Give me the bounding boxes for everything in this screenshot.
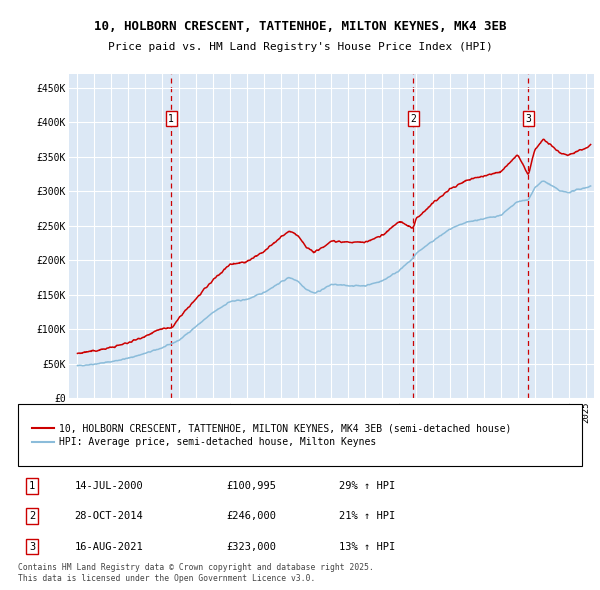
Text: 29% ↑ HPI: 29% ↑ HPI [340, 481, 396, 491]
Legend: 10, HOLBORN CRESCENT, TATTENHOE, MILTON KEYNES, MK4 3EB (semi-detached house), H: 10, HOLBORN CRESCENT, TATTENHOE, MILTON … [29, 419, 515, 451]
Text: £246,000: £246,000 [227, 512, 277, 522]
Text: 1: 1 [169, 114, 174, 124]
Text: £100,995: £100,995 [227, 481, 277, 491]
Text: Price paid vs. HM Land Registry's House Price Index (HPI): Price paid vs. HM Land Registry's House … [107, 42, 493, 52]
Text: 28-OCT-2014: 28-OCT-2014 [74, 512, 143, 522]
Text: 16-AUG-2021: 16-AUG-2021 [74, 542, 143, 552]
Text: Contains HM Land Registry data © Crown copyright and database right 2025.
This d: Contains HM Land Registry data © Crown c… [18, 563, 374, 583]
Text: £323,000: £323,000 [227, 542, 277, 552]
FancyBboxPatch shape [18, 404, 582, 466]
Text: 2: 2 [29, 512, 35, 522]
Text: 13% ↑ HPI: 13% ↑ HPI [340, 542, 396, 552]
Text: 1: 1 [29, 481, 35, 491]
Text: 3: 3 [29, 542, 35, 552]
Text: 21% ↑ HPI: 21% ↑ HPI [340, 512, 396, 522]
Text: 14-JUL-2000: 14-JUL-2000 [74, 481, 143, 491]
Text: 3: 3 [526, 114, 531, 124]
Text: 10, HOLBORN CRESCENT, TATTENHOE, MILTON KEYNES, MK4 3EB: 10, HOLBORN CRESCENT, TATTENHOE, MILTON … [94, 20, 506, 33]
Text: 2: 2 [410, 114, 416, 124]
